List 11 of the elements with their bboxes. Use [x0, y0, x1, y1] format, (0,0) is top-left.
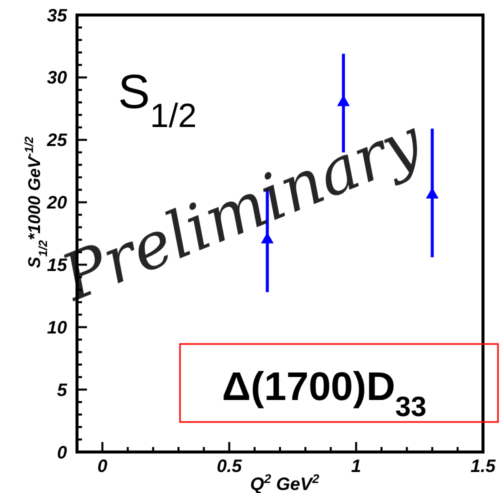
y-tick-label: 30 [46, 68, 67, 88]
y-tick-label: 0 [56, 442, 67, 462]
x-tick-label: 0.5 [216, 456, 243, 476]
annotation: Δ(1700)D$_{33}$ [222, 365, 426, 422]
x-tick-label: 1.5 [470, 456, 496, 476]
y-tick-label: 10 [46, 317, 67, 338]
y-tick-label: 35 [46, 5, 68, 26]
x-tick-label: 1 [351, 456, 362, 476]
annotation: S$_{1/2}$ [118, 66, 197, 134]
x-tick-label: 0 [97, 456, 108, 476]
y-tick-label: 5 [56, 380, 68, 400]
